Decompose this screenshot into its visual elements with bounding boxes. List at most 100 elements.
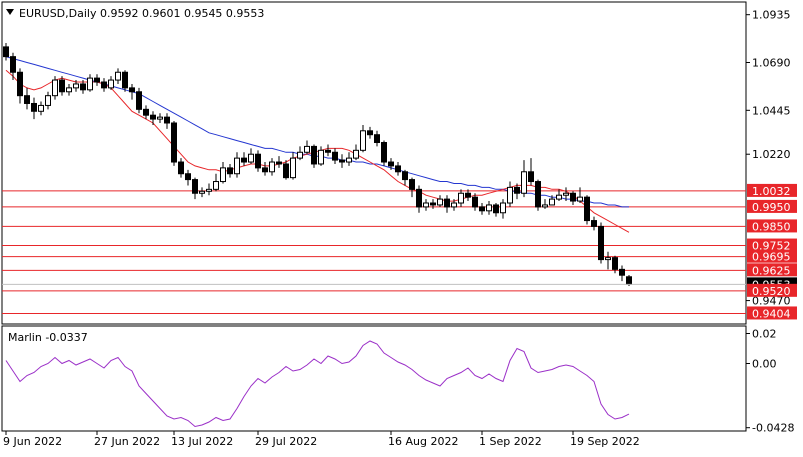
level-tag-label: 0.9695 bbox=[752, 251, 791, 264]
level-tag bbox=[747, 238, 797, 252]
candle-body bbox=[619, 268, 625, 276]
indicator-tick-label: 0.00 bbox=[752, 358, 777, 371]
candle-body bbox=[318, 149, 324, 165]
candle-body bbox=[367, 130, 373, 136]
candle-body bbox=[381, 142, 387, 163]
level-tag-label: 0.9950 bbox=[752, 201, 791, 214]
level-tag-label: 0.9625 bbox=[752, 264, 791, 277]
price-tick-label: 1.0935 bbox=[752, 9, 791, 22]
candle-body bbox=[87, 77, 93, 91]
candle-body bbox=[129, 87, 135, 93]
price-tick-label: 0.9470 bbox=[752, 295, 791, 308]
candle-body bbox=[591, 220, 597, 227]
candle-body bbox=[304, 145, 310, 153]
candle-body bbox=[80, 83, 86, 91]
candle-body bbox=[290, 157, 296, 179]
candle-body bbox=[402, 171, 408, 181]
candle-body bbox=[248, 153, 254, 163]
candle-body bbox=[3, 46, 9, 58]
candle-body bbox=[507, 186, 513, 204]
candle-body bbox=[192, 179, 198, 194]
level-tag-label: 1.0032 bbox=[752, 185, 791, 198]
candle-body bbox=[479, 206, 485, 212]
candle-body bbox=[612, 257, 618, 270]
candle-body bbox=[626, 276, 632, 285]
candle-body bbox=[150, 114, 156, 120]
candle-body bbox=[535, 181, 541, 208]
level-tag-label: 0.9520 bbox=[752, 285, 791, 298]
candle-body bbox=[472, 196, 478, 208]
indicator-layer: 0.02 0.00 -0.0428 bbox=[5, 328, 794, 435]
candle-body bbox=[514, 186, 520, 194]
candle-body bbox=[493, 204, 499, 214]
candle-body bbox=[437, 198, 443, 206]
level-tag-label: 0.9850 bbox=[752, 220, 791, 233]
candles-layer bbox=[3, 42, 632, 286]
level-tag-label: 0.9752 bbox=[752, 240, 791, 253]
time-tick-label: 9 Jun 2022 bbox=[3, 435, 62, 448]
candle-body bbox=[227, 167, 233, 175]
candle-body bbox=[24, 95, 30, 104]
time-tick-label: 27 Jun 2022 bbox=[94, 435, 160, 448]
candle-body bbox=[395, 165, 401, 173]
candle-body bbox=[332, 151, 338, 161]
candle-body bbox=[598, 225, 604, 261]
candle-body bbox=[325, 149, 331, 153]
candle-body bbox=[276, 161, 282, 165]
candle-body bbox=[10, 56, 16, 73]
candle-body bbox=[423, 202, 429, 208]
candle-body bbox=[430, 202, 436, 206]
levels-layer bbox=[2, 190, 746, 314]
candle-body bbox=[199, 190, 205, 194]
candle-body bbox=[374, 134, 380, 144]
level-tag bbox=[747, 249, 797, 263]
candle-body bbox=[157, 116, 163, 120]
candle-body bbox=[311, 145, 317, 165]
indicator-line bbox=[5, 340, 630, 428]
candle-body bbox=[206, 188, 212, 192]
candle-body bbox=[570, 192, 576, 202]
candle-body bbox=[584, 196, 590, 222]
candle-body bbox=[66, 87, 72, 93]
candle-body bbox=[297, 151, 303, 159]
candle-body bbox=[346, 157, 352, 163]
candle-body bbox=[500, 202, 506, 214]
time-axis: 9 Jun 2022 27 Jun 2022 13 Jul 2022 29 Jul 2… bbox=[3, 431, 640, 448]
candle-body bbox=[444, 198, 450, 208]
candle-body bbox=[164, 116, 170, 124]
price-tick-label: 1.0445 bbox=[752, 104, 791, 117]
candle-body bbox=[108, 79, 114, 89]
candle-body bbox=[556, 194, 562, 200]
level-tag bbox=[747, 183, 797, 197]
candle-body bbox=[213, 181, 219, 190]
price-tick-label: 1.0690 bbox=[752, 56, 791, 69]
level-tag bbox=[747, 263, 797, 277]
level-tag bbox=[747, 219, 797, 233]
candle-body bbox=[388, 161, 394, 167]
candle-body bbox=[38, 104, 44, 112]
candle-body bbox=[17, 71, 23, 97]
candle-body bbox=[101, 81, 107, 89]
candle-body bbox=[115, 71, 121, 81]
price-tick-label: 1.0220 bbox=[752, 148, 791, 161]
candle-body bbox=[353, 149, 359, 159]
price-panel-frame bbox=[1, 1, 747, 325]
collapse-triangle-icon[interactable] bbox=[6, 9, 14, 15]
indicator-tick-label: -0.0428 bbox=[752, 422, 794, 435]
time-tick-label: 29 Jul 2022 bbox=[255, 435, 317, 448]
candle-body bbox=[458, 192, 464, 204]
candle-body bbox=[143, 108, 149, 116]
candle-body bbox=[59, 79, 65, 93]
indicator-panel-frame bbox=[1, 325, 747, 432]
indicator-label: Marlin -0.0337 bbox=[8, 331, 88, 344]
candle-body bbox=[73, 83, 79, 89]
candle-body bbox=[136, 91, 142, 110]
symbol-header: EURUSD,Daily 0.9592 0.9601 0.9545 0.9553 bbox=[19, 7, 264, 20]
candle-body bbox=[465, 192, 471, 198]
candle-body bbox=[241, 157, 247, 163]
candle-body bbox=[269, 161, 275, 173]
candle-body bbox=[283, 163, 289, 179]
candle-body bbox=[185, 173, 191, 181]
